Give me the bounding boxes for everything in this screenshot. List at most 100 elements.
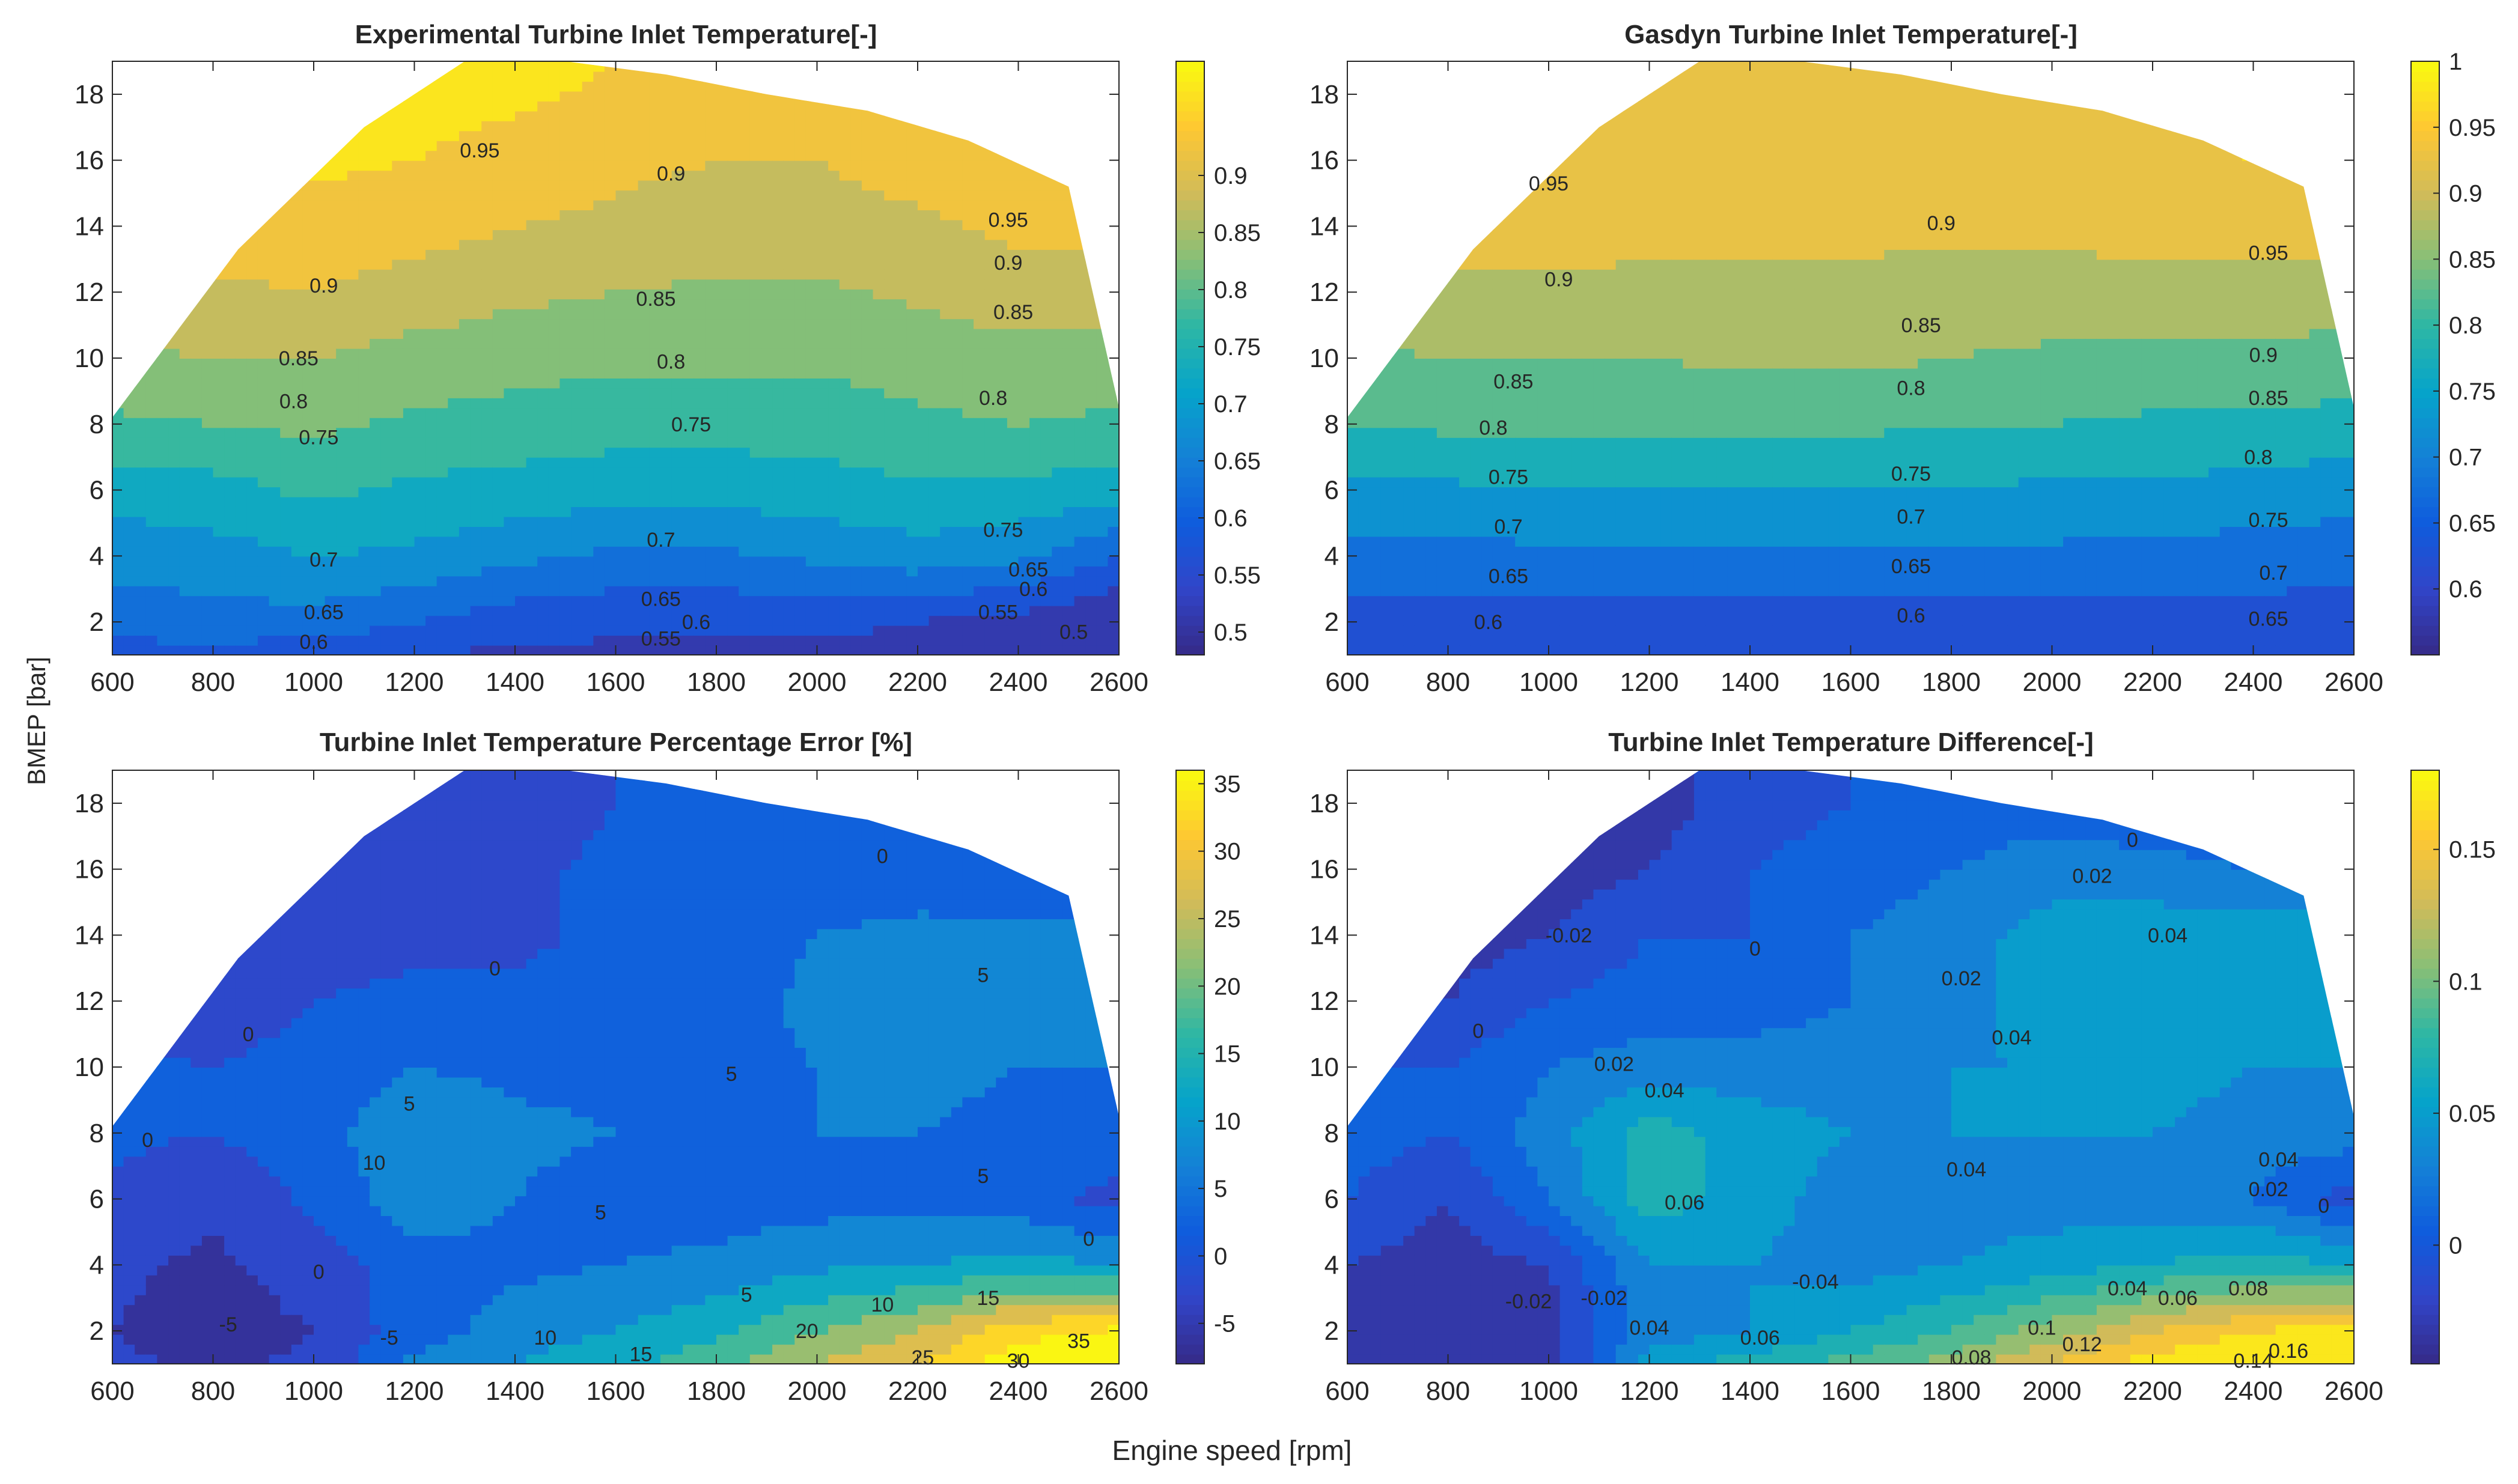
contour-fill-cell	[392, 229, 404, 240]
contour-fill-cell	[649, 556, 661, 567]
contour-fill-cell	[783, 199, 796, 210]
contour-fill-cell	[1007, 170, 1019, 181]
contour-fill-cell	[179, 457, 192, 468]
contour-fill-cell	[269, 100, 281, 112]
contour-fill-cell	[380, 388, 393, 398]
contour-fill-cell	[1029, 190, 1041, 201]
contour-fill-cell	[492, 645, 505, 655]
contour-fill-cell	[123, 427, 136, 438]
contour-fill-cell	[257, 249, 270, 260]
contour-fill-cell	[615, 150, 628, 161]
contour-fill-cell	[783, 130, 796, 141]
contour-fill-cell	[358, 190, 370, 201]
contour-fill-cell	[895, 219, 907, 230]
contour-fill-cell	[683, 111, 695, 121]
contour-fill-cell	[291, 328, 303, 339]
contour-fill-cell	[302, 190, 314, 201]
contour-fill-cell	[168, 417, 180, 428]
contour-fill-cell	[135, 407, 147, 418]
contour-fill-cell	[761, 388, 773, 398]
contour-fill-cell	[257, 140, 270, 151]
contour-fill-cell	[504, 605, 516, 616]
contour-fill-cell	[246, 407, 258, 418]
contour-fill-cell	[739, 417, 751, 428]
contour-fill-cell	[191, 91, 203, 102]
contour-fill-cell	[425, 635, 437, 646]
contour-fill-cell	[448, 71, 460, 82]
contour-fill-cell	[191, 556, 203, 567]
contour-fill-cell	[370, 318, 382, 329]
contour-fill-cell	[425, 457, 437, 468]
contour-fill-cell	[805, 368, 818, 379]
contour-fill-cell	[850, 111, 862, 121]
contour-fill-cell	[559, 496, 572, 507]
contour-fill-cell	[145, 506, 158, 517]
contour-fill-cell	[504, 476, 516, 488]
contour-fill-cell	[705, 229, 717, 240]
contour-fill-cell	[280, 348, 292, 359]
contour-fill-cell	[280, 328, 292, 339]
contour-fill-cell	[1018, 476, 1031, 488]
contour-fill-cell	[201, 407, 214, 418]
contour-fill-cell	[425, 130, 437, 141]
contour-fill-cell	[280, 487, 292, 497]
contour-fill-cell	[1029, 120, 1041, 132]
contour-fill-cell	[257, 170, 270, 181]
contour-fill-cell	[861, 269, 874, 280]
contour-fill-cell	[805, 308, 818, 320]
contour-fill-cell	[694, 368, 706, 379]
contour-fill-cell	[157, 229, 169, 240]
contour-fill-cell	[906, 100, 918, 112]
contour-fill-cell	[358, 476, 370, 488]
contour-fill-cell	[951, 71, 963, 82]
contour-fill-cell	[571, 81, 583, 92]
contour-fill-cell	[1040, 605, 1053, 616]
contour-fill-cell	[772, 308, 784, 320]
contour-fill-cell	[817, 338, 829, 349]
contour-fill-cell	[604, 565, 617, 577]
contour-fill-cell	[191, 417, 203, 428]
contour-fill-cell	[336, 170, 348, 181]
contour-fill-cell	[515, 279, 527, 290]
contour-fill-cell	[649, 467, 661, 478]
contour-fill-cell	[828, 388, 840, 398]
contour-fill-cell	[873, 487, 885, 497]
contour-fill-cell	[112, 576, 124, 586]
contour-fill-cell	[805, 407, 818, 418]
contour-fill-cell	[504, 111, 516, 121]
contour-fill-cell	[974, 358, 986, 369]
contour-fill-cell	[1018, 605, 1031, 616]
contour-fill-cell	[145, 388, 158, 398]
contour-fill-cell	[582, 299, 594, 309]
contour-fill-cell	[515, 338, 527, 349]
contour-fill-cell	[548, 526, 561, 537]
contour-fill-cell	[112, 516, 124, 527]
contour-fill-cell	[314, 150, 326, 161]
contour-fill-cell	[649, 476, 661, 488]
contour-fill-cell	[1018, 348, 1031, 359]
contour-fill-cell	[1029, 229, 1041, 240]
contour-fill-cell	[984, 467, 997, 478]
contour-fill-cell	[380, 111, 393, 121]
contour-fill-cell	[974, 180, 986, 191]
contour-fill-cell	[638, 417, 650, 428]
contour-fill-cell	[627, 279, 639, 290]
contour-fill-cell	[201, 91, 214, 102]
contour-fill-cell	[962, 496, 974, 507]
contour-fill-cell	[403, 249, 415, 260]
contour-fill-cell	[974, 150, 986, 161]
contour-fill-cell	[928, 328, 941, 339]
contour-fill-cell	[213, 308, 225, 320]
contour-fill-cell	[772, 249, 784, 260]
contour-fill-cell	[861, 397, 874, 409]
contour-fill-cell	[671, 556, 684, 567]
contour-fill-cell	[884, 467, 896, 478]
contour-fill-cell	[615, 487, 628, 497]
contour-fill-cell	[257, 417, 270, 428]
contour-fill-cell	[962, 556, 974, 567]
contour-fill-cell	[504, 377, 516, 389]
contour-fill-cell	[716, 190, 728, 201]
contour-fill-cell	[123, 496, 136, 507]
contour-fill-cell	[537, 130, 549, 141]
contour-fill-cell	[683, 338, 695, 349]
